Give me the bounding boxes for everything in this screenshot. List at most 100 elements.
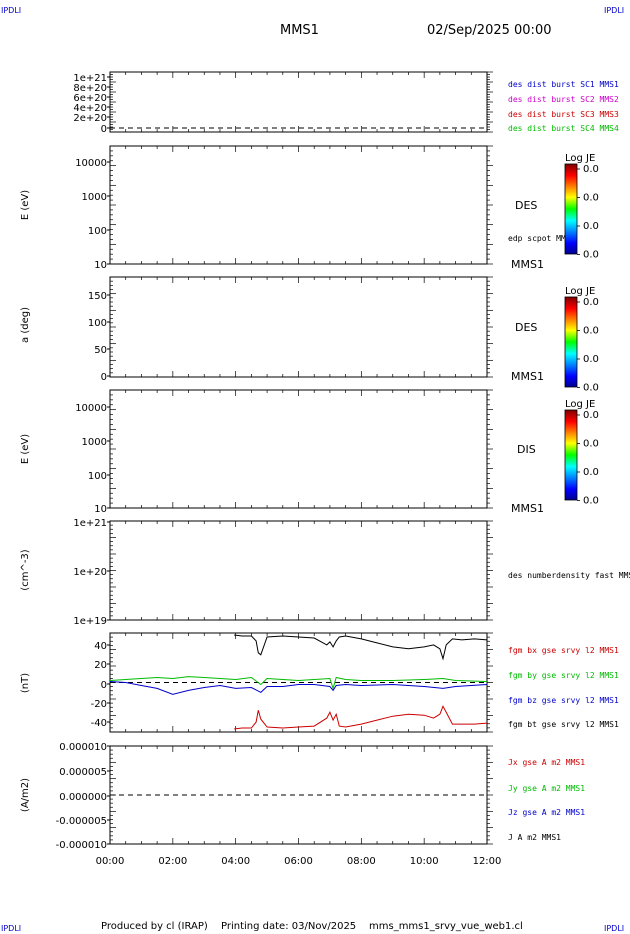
corner-label-bottom-right: IPDLI [604,924,624,933]
y-tick-label: 50 [94,345,107,356]
legend-entry: des dist burst SC3 MMS3 [508,110,619,119]
series-bt [234,634,488,661]
y-tick-label: 0.000005 [59,767,107,778]
panel-frame-des-energy [109,145,488,265]
colorbar-label: 0.0 [583,326,599,337]
axis-ticks [107,71,493,845]
y-tick-label: 10000 [75,158,107,169]
series-by [109,676,488,691]
y-tick-label: 4e+20 [73,103,107,114]
plot-date: 02/Sep/2025 00:00 [427,23,551,38]
y-tick-label: 0.000000 [59,792,107,803]
footer-filename: mms_mms1_srvy_vue_web1.cl [369,921,523,932]
colorbar-label: 0.0 [583,383,599,394]
y-axis-title: (A/m2) [20,778,31,812]
y-tick-label: -20 [91,699,107,710]
legends: des dist burst SC1 MMS1 des dist burst SC… [508,80,630,842]
y-tick-label: 100 [88,471,107,482]
corner-label-bottom-left: IPDLI [1,924,21,933]
y-tick-label: 10 [94,504,107,515]
legend-entry: fgm bz gse srvy l2 MMS1 [508,696,619,705]
colorbar-gradient [564,163,578,255]
colorbar-title: Log JE [565,153,595,164]
corner-label-top-left: IPDLI [1,6,21,15]
y-tick-label: 100 [88,226,107,237]
colorbar-gradient [564,296,578,388]
y-tick-label: -0.000005 [56,816,107,827]
y-tick-labels: 1e+218e+206e+204e+202e+20010000100010010… [56,73,107,851]
legend-entry: des dist burst SC4 MMS4 [508,124,619,133]
y-tick-label: 0 [101,372,107,383]
corner-label-top-right: IPDLI [604,6,624,15]
y-tick-label: 0 [101,124,107,135]
y-axis-title: (nT) [20,673,31,693]
y-axis-title: E (eV) [20,434,31,464]
y-tick-label: 0 [101,680,107,691]
spacecraft-label: MMS1 [511,502,544,515]
y-axis-titles: E (eV) a (deg) E (eV) (cm^-3) (nT) (A/m2) [20,190,31,812]
panel-frame-dis-energy [109,389,488,509]
colorbar-title: Log JE [565,399,595,410]
panel-frame-burst [109,71,488,133]
y-tick-label: 10000 [75,403,107,414]
y-tick-label: 100 [88,318,107,329]
x-tick-label: 10:00 [410,856,439,867]
legend-entry: Jy gse A m2 MMS1 [508,784,585,793]
instrument-label: DES [515,199,537,212]
y-tick-label: 1e+20 [73,567,107,578]
y-tick-label: -0.000010 [56,840,107,851]
y-tick-label: 20 [94,660,107,671]
legend-entry: des numberdensity fast MMS1 [508,571,630,580]
instrument-label: DES [515,321,537,334]
plot-title: MMS1 [280,23,319,38]
y-tick-label: 6e+20 [73,93,107,104]
y-tick-label: 2e+20 [73,113,107,124]
y-tick-label: 1e+21 [73,518,107,529]
y-axis-title: a (deg) [20,307,31,343]
y-tick-label: 150 [88,291,107,302]
legend-entry: fgm bt gse srvy l2 MMS1 [508,720,619,729]
legend-entry: Jx gse A m2 MMS1 [508,758,585,767]
footer-produced: Produced by cl (IRAP) [101,921,208,932]
x-tick-label: 00:00 [96,856,125,867]
colorbar-3: Log JE0.00.00.00.0 [564,399,599,507]
x-tick-label: 02:00 [158,856,187,867]
colorbar-title: Log JE [565,286,595,297]
colorbar-label: 0.0 [583,164,599,175]
footer-printing-date: Printing date: 03/Nov/2025 [221,921,356,932]
data-series [109,127,488,796]
spacecraft-label: MMS1 [511,258,544,271]
colorbar-1: Log JE0.00.00.00.0 [564,153,599,261]
y-tick-label: 1e+19 [73,616,107,627]
colorbar-label: 0.0 [583,221,599,232]
x-tick-labels: 00:00 02:00 04:00 06:00 08:00 10:00 12:00 [96,856,502,867]
y-tick-label: 1000 [82,192,107,203]
y-axis-title: E (eV) [20,190,31,220]
y-axis-title: (cm^-3) [20,549,31,590]
y-tick-label: 1000 [82,437,107,448]
panel-frame-density [109,520,488,621]
legend-entry: fgm bx gse srvy l2 MMS1 [508,646,619,655]
legend-entry: fgm by gse srvy l2 MMS1 [508,671,619,680]
legend-entry: des dist burst SC2 MMS2 [508,95,619,104]
x-tick-label: 08:00 [347,856,376,867]
instrument-label: DIS [517,443,536,456]
legend-entry: des dist burst SC1 MMS1 [508,80,619,89]
y-tick-label: 40 [94,641,107,652]
colorbar-label: 0.0 [583,354,599,365]
colorbar-label: 0.0 [583,297,599,308]
colorbar-label: 0.0 [583,467,599,478]
panel-frame-des-pitch [109,276,488,378]
y-tick-label: 8e+20 [73,83,107,94]
spacecraft-label: MMS1 [511,370,544,383]
legend-entry: edp scpot MMS1 [508,234,576,243]
legend-entry: J A m2 MMS1 [508,833,561,842]
colorbar-label: 0.0 [583,193,599,204]
legend-entry: Jz gse A m2 MMS1 [508,808,585,817]
y-tick-label: -40 [91,718,107,729]
y-tick-label: 0.000010 [59,742,107,753]
series-bz [109,681,488,695]
x-tick-label: 12:00 [473,856,502,867]
